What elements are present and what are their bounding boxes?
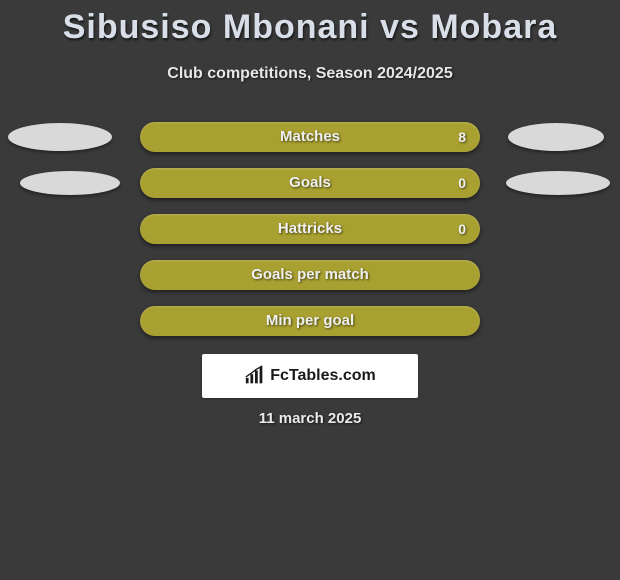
report-date: 11 march 2025 — [0, 410, 620, 427]
stat-value: 0 — [458, 168, 466, 198]
stat-row: Min per goal — [0, 306, 620, 338]
stat-label: Matches — [140, 122, 480, 152]
stat-row: Goals 0 — [0, 168, 620, 200]
stat-value: 0 — [458, 214, 466, 244]
source-logo: FcTables.com — [202, 354, 418, 398]
chart-icon — [244, 365, 266, 387]
stat-label: Goals — [140, 168, 480, 198]
stat-bar: Min per goal — [140, 306, 480, 336]
stat-value: 8 — [458, 122, 466, 152]
stat-label: Goals per match — [140, 260, 480, 290]
stat-bar: Hattricks 0 — [140, 214, 480, 244]
left-value-ellipse — [8, 123, 112, 151]
comparison-subtitle: Club competitions, Season 2024/2025 — [0, 65, 620, 83]
stat-row: Matches 8 — [0, 122, 620, 154]
stat-bar: Matches 8 — [140, 122, 480, 152]
stats-container: Matches 8 Goals 0 Hattricks 0 Goals per … — [0, 122, 620, 352]
stat-row: Goals per match — [0, 260, 620, 292]
stat-label: Min per goal — [140, 306, 480, 336]
stat-bar: Goals per match — [140, 260, 480, 290]
stat-row: Hattricks 0 — [0, 214, 620, 246]
stat-bar: Goals 0 — [140, 168, 480, 198]
source-logo-text: FcTables.com — [270, 367, 376, 385]
right-value-ellipse — [506, 171, 610, 195]
left-value-ellipse — [20, 171, 120, 195]
comparison-title: Sibusiso Mbonani vs Mobara — [0, 0, 620, 47]
right-value-ellipse — [508, 123, 604, 151]
stat-label: Hattricks — [140, 214, 480, 244]
